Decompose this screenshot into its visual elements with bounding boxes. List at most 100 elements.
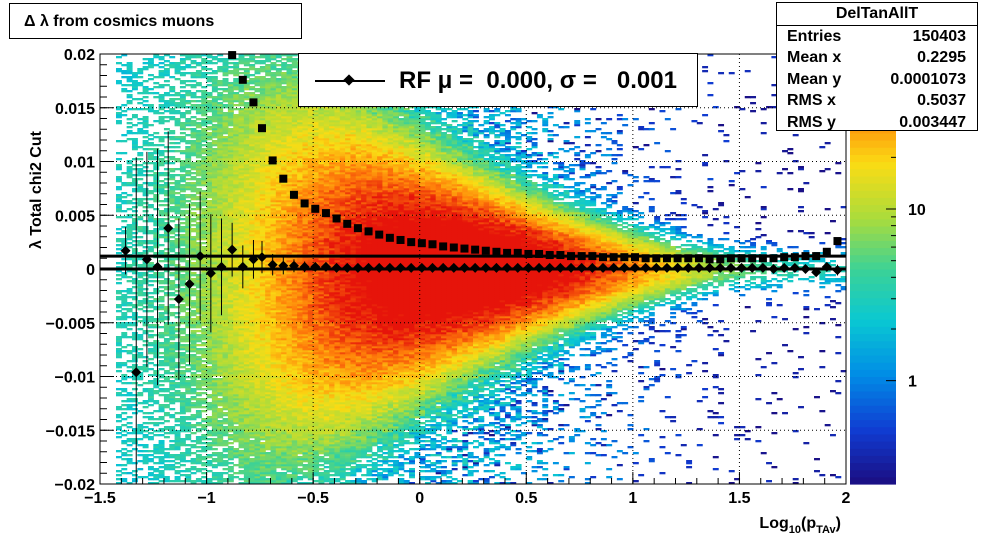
- heatmap-cell: [153, 272, 160, 275]
- heatmap-cell: [270, 478, 277, 481]
- heatmap-cell: [211, 290, 218, 293]
- heatmap-cell: [265, 106, 272, 109]
- heatmap-cell: [147, 284, 154, 287]
- heatmap-cell: [206, 72, 213, 75]
- heatmap-cell: [265, 466, 272, 469]
- heatmap-cell: [259, 236, 266, 239]
- heatmap-cell: [249, 238, 256, 241]
- heatmap-cell: [233, 242, 240, 245]
- heatmap-cell: [249, 142, 256, 145]
- heatmap-cell: [185, 142, 192, 145]
- heatmap-cell: [275, 68, 282, 71]
- heatmap-cell: [211, 188, 218, 191]
- heatmap-cell: [206, 174, 213, 177]
- heatmap-cell: [233, 354, 240, 357]
- heatmap-cell: [131, 304, 138, 307]
- heatmap-cell: [174, 102, 181, 105]
- heatmap-cell: [126, 366, 133, 369]
- heatmap-cell: [217, 88, 224, 91]
- heatmap-cell: [270, 380, 277, 383]
- heatmap-cell: [243, 194, 250, 197]
- heatmap-cell: [153, 198, 160, 201]
- heatmap-cell: [254, 468, 261, 471]
- heatmap-cell: [275, 150, 282, 153]
- heatmap-cell: [259, 172, 266, 175]
- heatmap-cell: [163, 460, 170, 463]
- heatmap-cell: [169, 460, 176, 463]
- heatmap-cell: [211, 296, 218, 299]
- heatmap-cell: [211, 258, 218, 261]
- heatmap-cell: [249, 466, 256, 469]
- heatmap-cell: [206, 248, 213, 251]
- heatmap-cell: [275, 142, 282, 145]
- heatmap-cell: [211, 62, 218, 65]
- heatmap-cell: [211, 448, 218, 451]
- heatmap-cell: [265, 340, 272, 343]
- heatmap-cell: [275, 478, 282, 481]
- heatmap-cell: [243, 68, 250, 71]
- heatmap-cell: [270, 332, 277, 335]
- heatmap-cell: [169, 88, 176, 91]
- heatmap-cell: [275, 108, 282, 111]
- heatmap-cell: [270, 340, 277, 343]
- heatmap-cell: [158, 286, 165, 289]
- heatmap-cell: [270, 196, 277, 199]
- heatmap-cell: [238, 118, 245, 121]
- heatmap-cell: [249, 270, 256, 273]
- heatmap-cell: [222, 60, 229, 63]
- heatmap-cell: [201, 366, 208, 369]
- heatmap-cell: [265, 430, 272, 433]
- heatmap-cell: [153, 476, 160, 479]
- heatmap-cell: [147, 396, 154, 399]
- heatmap-cell: [217, 226, 224, 229]
- heatmap-cell: [195, 228, 202, 231]
- heatmap-cell: [126, 80, 133, 83]
- heatmap-cell: [179, 132, 186, 135]
- heatmap-cell: [195, 310, 202, 313]
- heatmap-cell: [147, 218, 154, 221]
- heatmap-cell: [153, 350, 160, 353]
- heatmap-cell: [163, 132, 170, 135]
- heatmap-cell: [169, 94, 176, 97]
- heatmap-cell: [249, 138, 256, 141]
- heatmap-cell: [275, 312, 282, 315]
- heatmap-cell: [222, 274, 229, 277]
- heatmap-cell: [163, 94, 170, 97]
- heatmap-cell: [281, 442, 288, 445]
- heatmap-cell: [131, 318, 138, 321]
- heatmap-cell: [131, 198, 138, 201]
- heatmap-cell: [174, 440, 181, 443]
- heatmap-cell: [275, 378, 282, 381]
- heatmap-cell: [217, 210, 224, 213]
- heatmap-cell: [185, 148, 192, 151]
- heatmap-cell: [259, 104, 266, 107]
- heatmap-cell: [217, 340, 224, 343]
- heatmap-cell: [126, 96, 133, 99]
- heatmap-cell: [275, 90, 282, 93]
- heatmap-cell: [227, 144, 234, 147]
- heatmap-cell: [270, 180, 277, 183]
- heatmap-cell: [211, 140, 218, 143]
- heatmap-cell: [270, 122, 277, 125]
- heatmap-cell: [249, 286, 256, 289]
- heatmap-cell: [158, 344, 165, 347]
- heatmap-cell: [179, 66, 186, 69]
- heatmap-cell: [211, 478, 218, 481]
- heatmap-cell: [238, 286, 245, 289]
- heatmap-cell: [201, 110, 208, 113]
- heatmap-cell: [275, 412, 282, 415]
- heatmap-cell: [174, 448, 181, 451]
- heatmap-cell: [211, 190, 218, 193]
- heatmap-cell: [195, 246, 202, 249]
- heatmap-cell: [142, 68, 149, 71]
- heatmap-cell: [158, 480, 165, 483]
- heatmap-cell: [211, 106, 218, 109]
- heatmap-cell: [190, 128, 197, 131]
- heatmap-cell: [259, 114, 266, 117]
- heatmap-cell: [275, 260, 282, 263]
- heatmap-cell: [126, 70, 133, 73]
- heatmap-cell: [206, 294, 213, 297]
- heatmap-cell: [270, 406, 277, 409]
- heatmap-cell: [233, 406, 240, 409]
- heatmap-cell: [275, 126, 282, 129]
